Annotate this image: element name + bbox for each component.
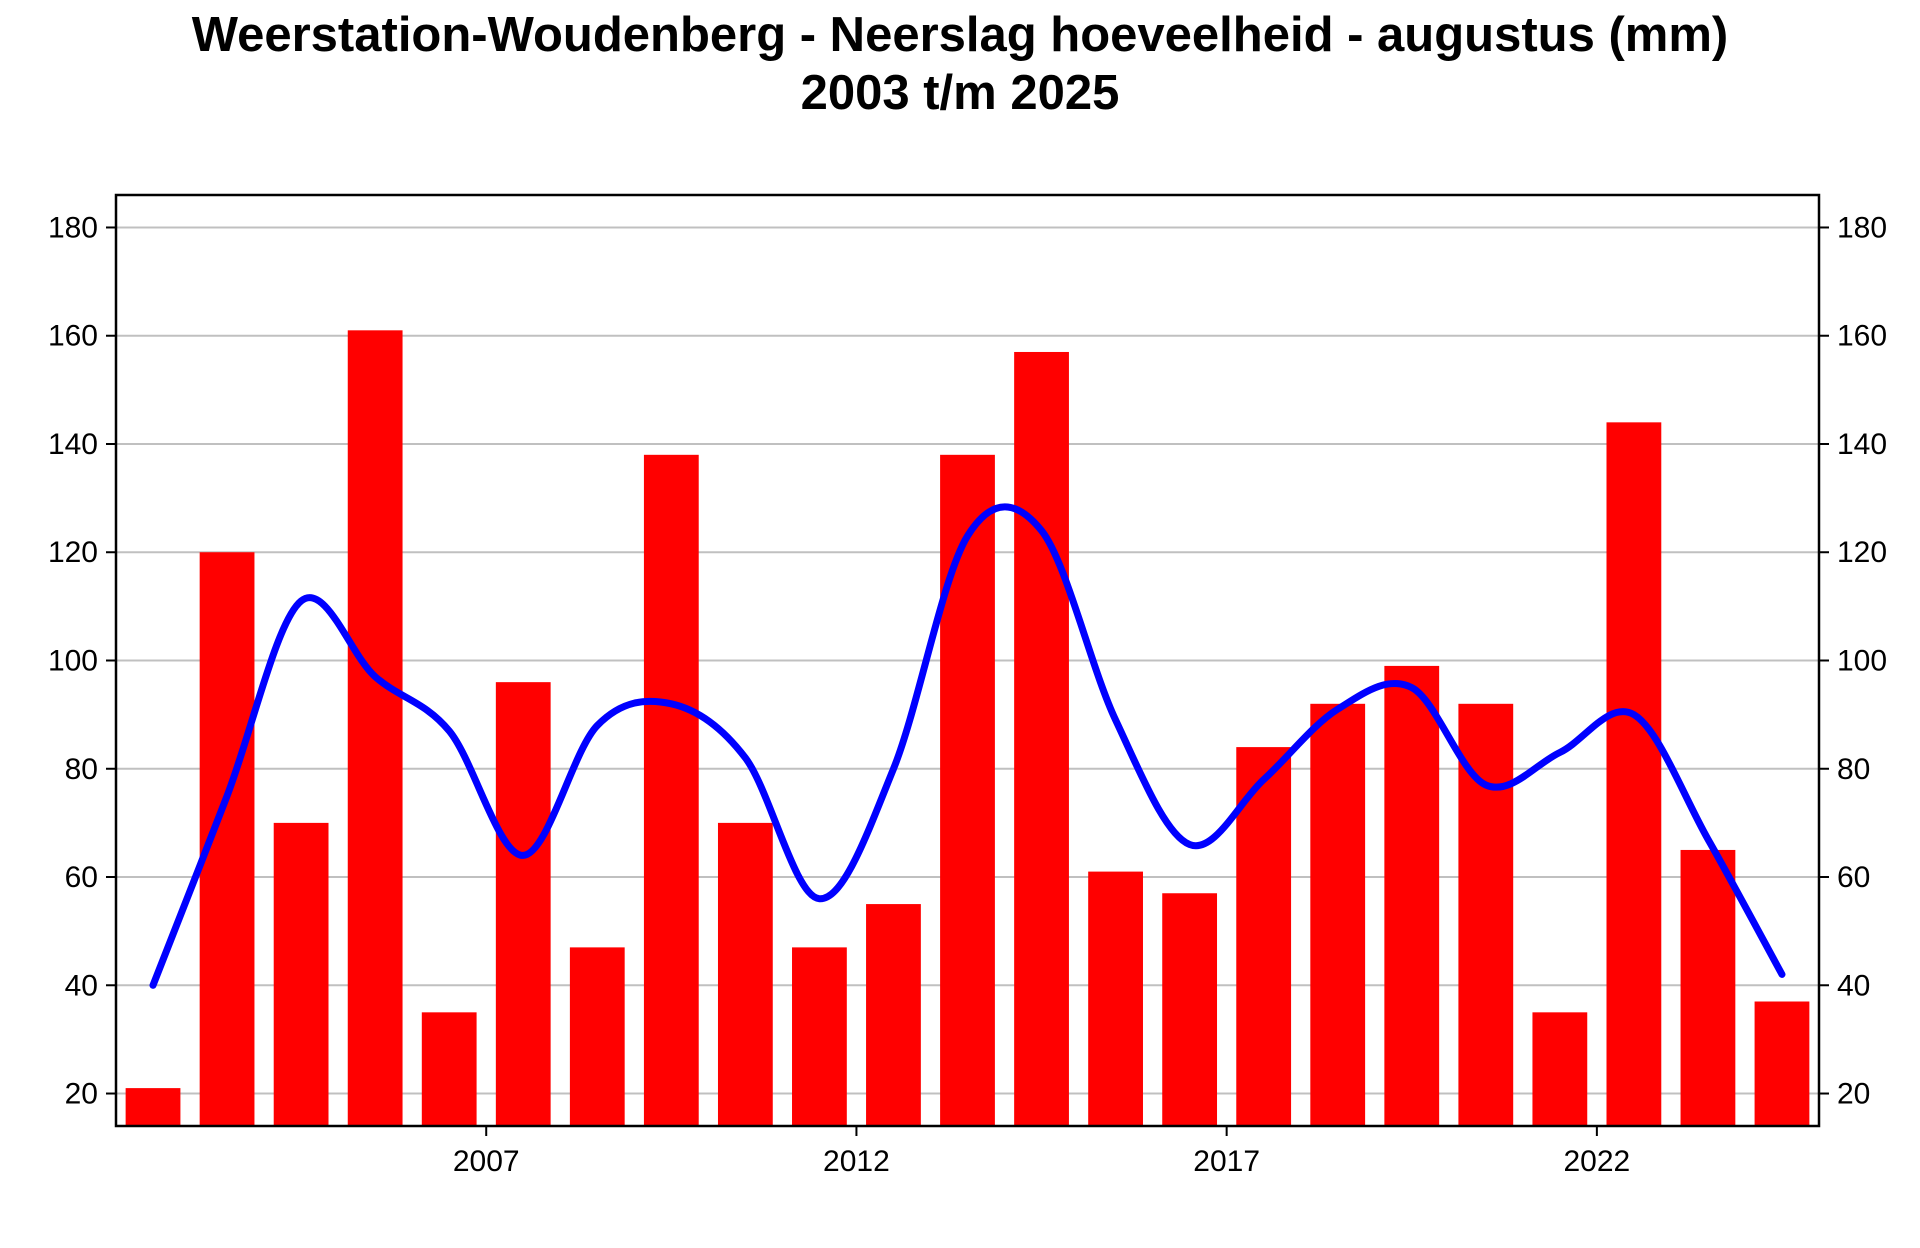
bar [1014,351,1069,1126]
bar [1680,849,1736,1126]
bar [1088,871,1143,1126]
y-tick-label-left: 20 [65,1078,98,1111]
axes: 20 20 40 40 60 60 80 80 100 100 120 120 140 140 160 160… [48,211,1887,1178]
bar [273,822,329,1126]
bar [866,904,921,1126]
y-tick-label-left: 140 [48,428,98,461]
bar [347,330,403,1126]
y-tick-label-left: 120 [48,536,98,569]
trend-line [149,503,1786,989]
bar [1236,747,1292,1126]
y-tick-label-right: 40 [1837,969,1870,1002]
y-tick-label-right: 60 [1837,861,1870,894]
bar [495,682,551,1126]
bar [1162,893,1218,1126]
chart-title-line2: 2003 t/m 2025 [800,66,1120,120]
y-tick-label-left: 80 [65,753,98,786]
y-tick-label-right: 160 [1837,320,1887,353]
x-tick-label: 2007 [453,1145,520,1178]
y-tick-label-left: 180 [48,211,98,244]
y-tick-label-left: 60 [65,861,98,894]
y-tick-label-right: 120 [1837,536,1887,569]
bar [1310,703,1366,1126]
y-tick-label-right: 100 [1837,645,1887,678]
y-tick-label-right: 20 [1837,1078,1870,1111]
bar [125,1088,181,1126]
bar [1754,1001,1810,1126]
y-tick-label-left: 40 [65,969,98,1002]
bar [1606,422,1662,1126]
bar-series [125,330,1810,1126]
y-tick-label-left: 160 [48,320,98,353]
bar [1384,665,1440,1126]
y-tick-label-right: 80 [1837,753,1870,786]
bar [1458,703,1514,1126]
bar [1532,1012,1588,1126]
bar [421,1012,477,1126]
bar [940,454,995,1126]
y-tick-label-left: 100 [48,645,98,678]
bar [792,947,847,1126]
x-tick-label: 2017 [1193,1145,1260,1178]
chart-title-line1: Weerstation-Woudenberg - Neerslag hoevee… [191,8,1729,62]
y-tick-label-right: 140 [1837,428,1887,461]
chart-title: Weerstation-Woudenberg - Neerslag hoevee… [0,6,1920,122]
bar [717,822,773,1126]
x-tick-label: 2012 [823,1145,890,1178]
bar [569,947,625,1126]
x-tick-label: 2022 [1563,1145,1630,1178]
bar [643,454,699,1126]
y-tick-label-right: 180 [1837,211,1887,244]
line-series [149,503,1786,989]
